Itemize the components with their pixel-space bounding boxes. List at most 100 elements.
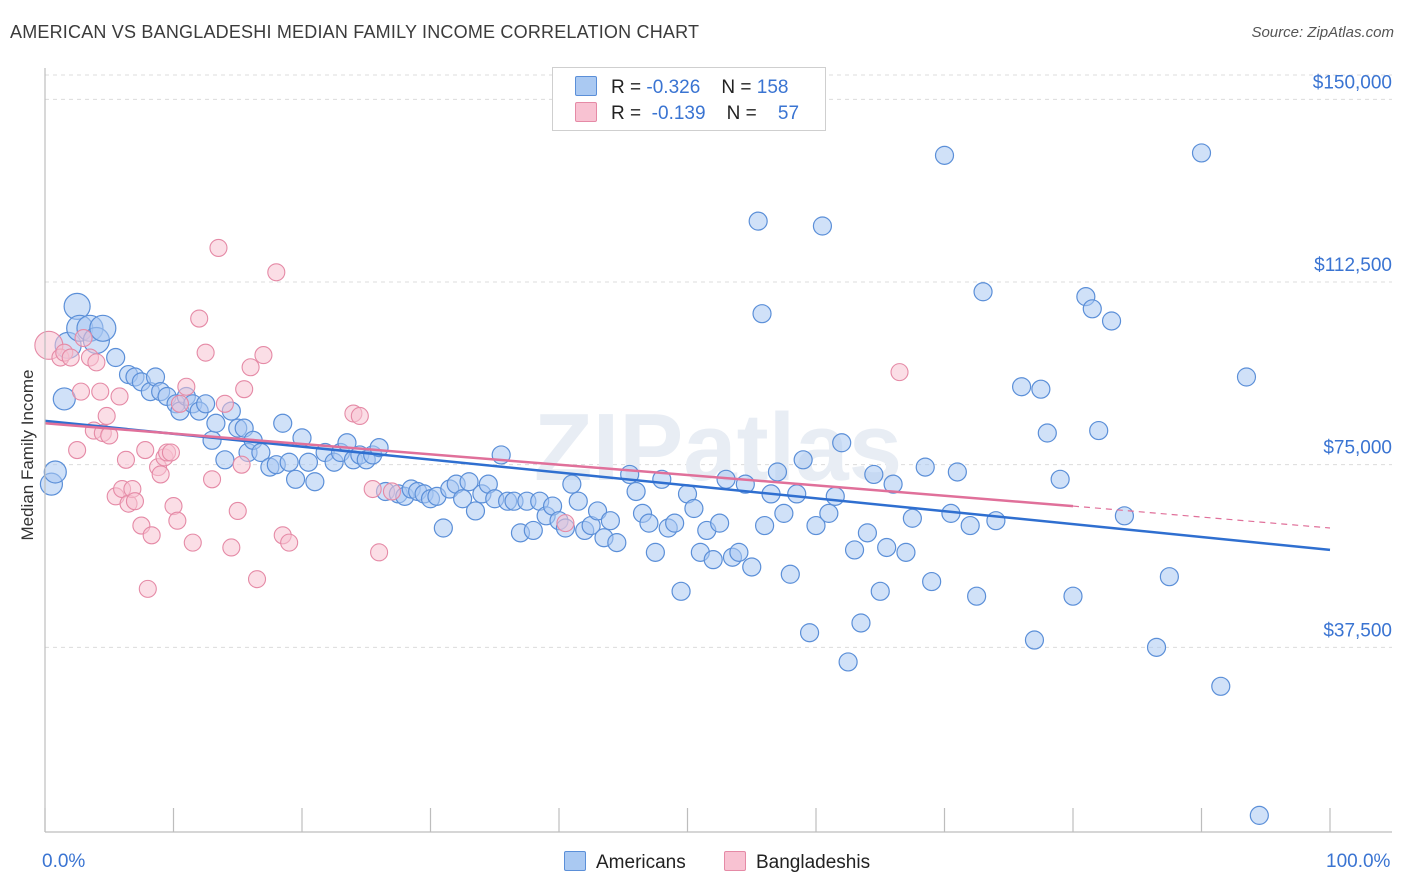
american-point — [947, 462, 967, 482]
legend-r-value-2: -0.139 — [651, 103, 706, 124]
american-point — [748, 211, 768, 231]
american-point — [806, 515, 826, 536]
american-point — [671, 581, 691, 601]
american-point — [851, 613, 871, 633]
american-point — [1236, 367, 1257, 387]
bangladeshi-point — [110, 387, 129, 406]
american-point — [665, 513, 685, 533]
american-point — [600, 511, 621, 531]
legend-r-label-2: R = — [611, 103, 642, 124]
american-point — [89, 314, 117, 342]
americans-points — [39, 143, 1269, 825]
y-tick-label: $112,500 — [1314, 255, 1392, 276]
bangladeshi-point — [890, 363, 909, 382]
american-point — [729, 542, 749, 562]
american-point — [973, 282, 993, 302]
american-point — [864, 464, 884, 485]
american-point — [883, 474, 903, 494]
american-point — [819, 503, 839, 523]
american-point — [523, 520, 543, 541]
american-point — [838, 652, 858, 672]
chart-title: AMERICAN VS BANGLADESHI MEDIAN FAMILY IN… — [10, 22, 700, 42]
american-point — [639, 513, 659, 533]
american-point — [562, 474, 582, 494]
american-point — [710, 513, 730, 533]
american-point — [106, 347, 126, 368]
american-point — [215, 450, 235, 470]
bottom-legend-americans-label: Americans — [596, 852, 686, 873]
american-point — [922, 571, 942, 592]
american-point — [960, 515, 980, 536]
bangladeshi-point — [370, 543, 389, 562]
american-point — [587, 501, 608, 521]
bottom-legend-swatch-blue — [564, 851, 586, 871]
american-point — [902, 508, 922, 528]
american-point — [1101, 311, 1122, 331]
american-point — [742, 557, 762, 577]
bangladeshi-point — [71, 382, 91, 401]
bangladeshi-point — [170, 394, 189, 413]
y-tick-label: $75,000 — [1323, 438, 1392, 459]
bangladeshis-points — [34, 238, 909, 598]
american-point — [915, 457, 935, 477]
american-point — [465, 501, 486, 521]
american-point — [202, 430, 222, 450]
american-point — [780, 564, 800, 584]
bangladeshi-point — [97, 406, 116, 426]
american-point — [986, 511, 1006, 531]
american-point — [774, 503, 794, 523]
american-point — [825, 486, 845, 506]
bangladeshi-point — [215, 394, 234, 413]
bangladeshi-point — [254, 346, 273, 365]
american-point — [1011, 377, 1032, 397]
bangladeshi-point — [136, 441, 155, 460]
american-point — [607, 533, 627, 553]
american-point — [453, 489, 473, 509]
american-point — [793, 450, 813, 470]
american-point — [279, 452, 299, 472]
american-point — [1050, 469, 1070, 489]
trend-line — [44, 419, 1331, 552]
american-point — [870, 581, 890, 601]
trend-line-dashed — [1072, 505, 1331, 529]
legend-n-label-2: N = — [726, 103, 757, 124]
american-point — [52, 387, 76, 411]
legend-n-value-2: 57 — [777, 103, 800, 124]
american-point — [1024, 630, 1045, 650]
bottom-legend-americans: Americans — [564, 851, 686, 874]
american-point — [1249, 805, 1269, 825]
american-point — [844, 540, 865, 560]
legend-swatch-blue — [575, 76, 597, 96]
american-point — [896, 542, 916, 562]
american-point — [767, 462, 788, 482]
legend-row-americans: R = -0.326 N = 158 — [575, 76, 788, 100]
legend-n-label-1: N = — [721, 77, 752, 98]
bangladeshi-point — [280, 533, 299, 552]
american-point — [1031, 379, 1051, 399]
legend-row-bangladeshis: R = -0.139 N = 57 — [575, 102, 799, 126]
bangladeshi-point — [168, 511, 187, 530]
bangladeshi-point — [161, 443, 180, 462]
american-point — [273, 413, 293, 433]
bangladeshi-point — [209, 238, 228, 257]
american-point — [626, 481, 646, 502]
x-tick-min: 0.0% — [42, 851, 86, 872]
american-point — [1191, 143, 1212, 163]
american-point — [787, 484, 807, 504]
bangladeshi-point — [267, 263, 286, 282]
bangladeshi-point — [247, 570, 267, 589]
american-point — [568, 491, 588, 511]
bangladeshi-point — [151, 465, 170, 484]
american-point — [305, 472, 325, 492]
american-point — [1063, 586, 1083, 606]
bangladeshi-point — [190, 309, 209, 328]
trend-lines — [44, 419, 1331, 552]
bangladeshi-point — [232, 455, 251, 474]
american-point — [1082, 299, 1102, 319]
bangladeshi-point — [87, 353, 106, 372]
bottom-legend-swatch-pink — [724, 851, 746, 871]
american-point — [1159, 567, 1179, 587]
legend-swatch-pink — [575, 102, 597, 122]
source-label: Source: ZipAtlas.com — [1251, 24, 1394, 41]
american-point — [812, 216, 833, 236]
